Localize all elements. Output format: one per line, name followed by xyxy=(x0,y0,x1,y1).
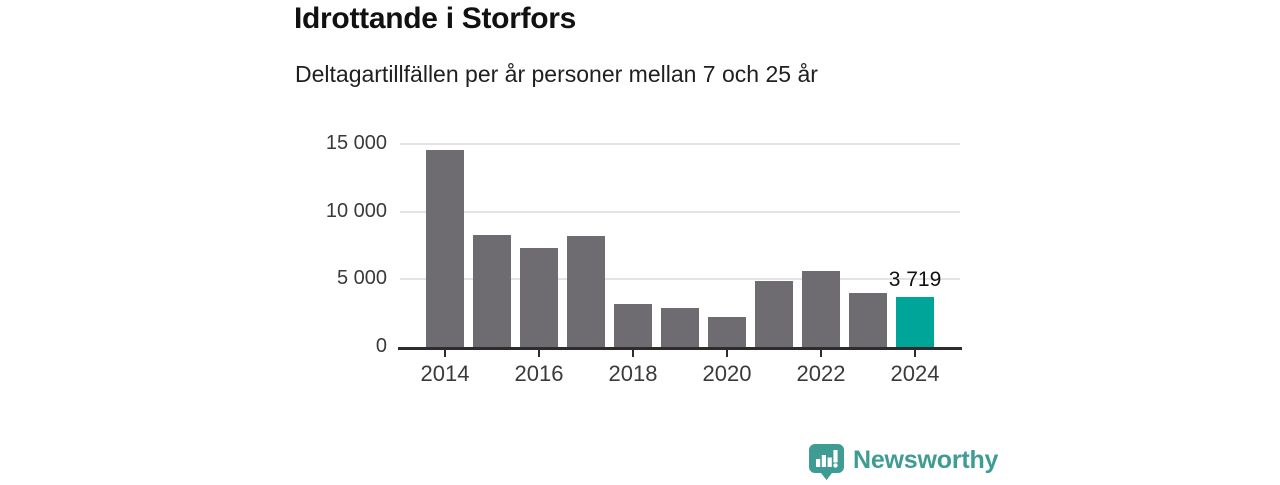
bar xyxy=(426,150,464,347)
bar xyxy=(802,271,840,347)
x-axis-label: 2014 xyxy=(420,361,470,386)
gridline-10000 xyxy=(400,210,960,213)
x-axis-tick xyxy=(538,350,540,357)
chart-title: Idrottande i Storfors xyxy=(294,2,577,35)
newsworthy-logo: Newsworthy xyxy=(808,443,998,480)
bar xyxy=(520,247,558,347)
newsworthy-barchart-icon xyxy=(808,443,845,480)
bar xyxy=(614,303,652,347)
bar xyxy=(755,280,793,347)
gridline-5000 xyxy=(400,278,960,281)
bar xyxy=(661,308,699,347)
gridline-15000 xyxy=(400,143,960,145)
x-axis-label: 2020 xyxy=(702,361,752,386)
x-axis-label: 2018 xyxy=(608,361,658,386)
x-axis-label: 2016 xyxy=(514,361,564,386)
chart-subtitle: Deltagartillfällen per år personer mella… xyxy=(295,61,818,87)
y-axis-label: 10 000 xyxy=(325,199,387,222)
y-axis-label: 5 000 xyxy=(336,267,387,290)
x-axis-label: 2024 xyxy=(890,361,940,386)
x-axis-tick xyxy=(726,350,728,357)
bar xyxy=(849,292,887,347)
highlight-value-label: 3 719 xyxy=(888,267,942,291)
x-axis-tick xyxy=(632,350,634,357)
x-axis-line xyxy=(398,347,962,350)
bar xyxy=(473,235,511,347)
x-axis-label: 2022 xyxy=(796,361,846,386)
y-axis-label: 0 xyxy=(375,335,387,357)
x-axis-tick xyxy=(444,350,446,357)
bar-highlighted xyxy=(896,296,934,347)
newsworthy-logo-text: Newsworthy xyxy=(853,446,999,474)
bar xyxy=(708,316,746,347)
x-axis-tick xyxy=(914,350,916,357)
x-axis-tick xyxy=(820,350,822,357)
y-axis-label: 15 000 xyxy=(325,132,387,154)
bar xyxy=(567,236,605,347)
